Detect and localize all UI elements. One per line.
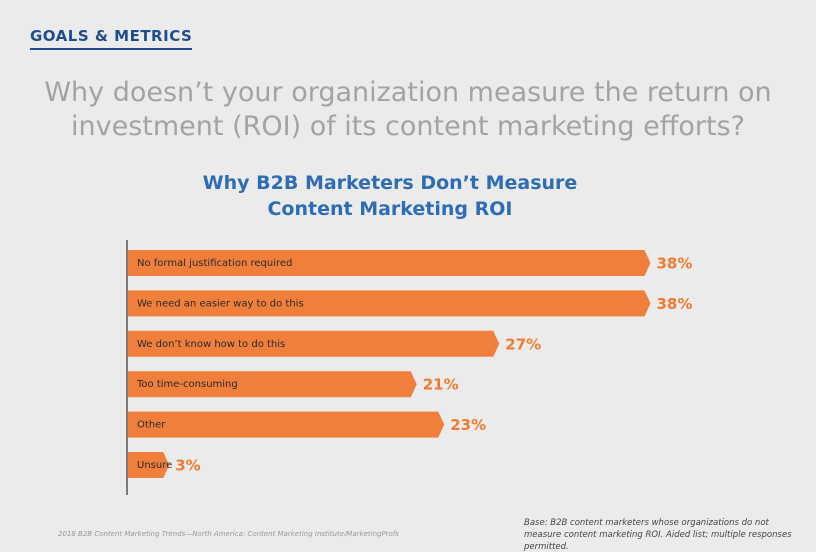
source-note: 2018 B2B Content Marketing Trends—North … <box>58 530 399 538</box>
category-label: We need an easier way to do this <box>137 298 304 309</box>
base-note: Base: B2B content marketers whose organi… <box>524 518 792 552</box>
chart-title: Why B2B Marketers Don’t Measure Content … <box>202 172 578 220</box>
category-label: Unsure <box>137 460 172 471</box>
bar <box>128 290 651 317</box>
value-label: 23% <box>450 416 486 434</box>
category-label: We don’t know how to do this <box>137 339 285 350</box>
bar <box>128 330 500 357</box>
value-label: 21% <box>423 376 459 394</box>
bar <box>128 452 170 478</box>
bar <box>128 371 417 398</box>
category-label: Other <box>137 420 166 431</box>
value-label: 3% <box>175 457 200 475</box>
value-label: 38% <box>657 255 693 273</box>
section-label: GOALS & METRICS <box>30 27 193 50</box>
bar <box>128 411 445 438</box>
value-label: 38% <box>657 295 693 313</box>
category-label: Too time-consuming <box>136 379 238 390</box>
value-label: 27% <box>505 335 541 353</box>
category-label: No formal justification required <box>137 258 292 269</box>
bar <box>128 250 651 276</box>
question: Why doesn’t your organization measure th… <box>44 77 772 142</box>
